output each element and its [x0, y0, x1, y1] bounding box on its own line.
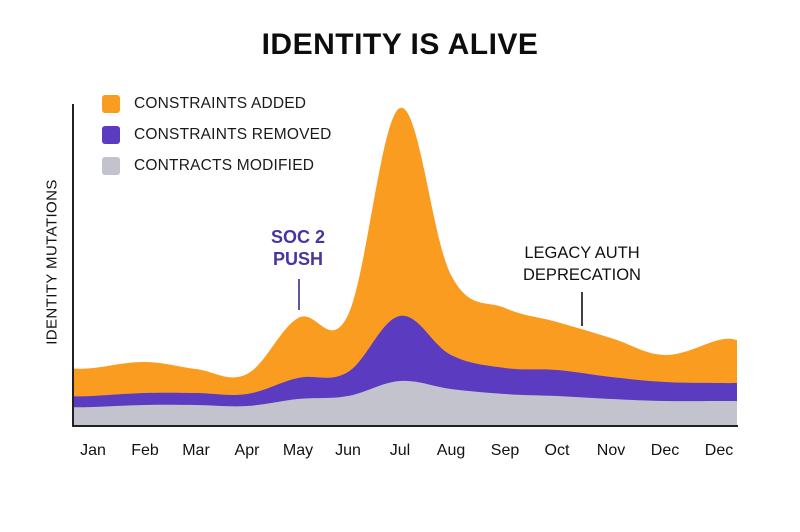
- chart-title: IDENTITY IS ALIVE: [261, 28, 539, 61]
- x-tick-label: Nov: [596, 442, 626, 459]
- x-tick-label: Apr: [234, 442, 260, 459]
- x-tick-label: Jan: [80, 442, 106, 459]
- x-tick-label: Jun: [335, 442, 361, 459]
- legend-item-constraints-removed: CONSTRAINTS REMOVED: [102, 119, 332, 150]
- x-tick-label: Oct: [544, 442, 570, 459]
- x-tick-label: Dec: [704, 442, 734, 459]
- annotation-legacy-auth-deprecation: LEGACY AUTH DEPRECATION: [523, 242, 641, 286]
- legend-swatch-purple: [102, 125, 120, 144]
- annotation-line: DEPRECATION: [523, 266, 641, 284]
- legend-swatch-orange: [102, 94, 120, 113]
- legend-label: CONSTRAINTS ADDED: [134, 94, 307, 112]
- x-tick-label: Mar: [182, 442, 210, 459]
- x-tick-label: Feb: [131, 442, 159, 459]
- legend-label: CONTRACTS MODIFIED: [134, 156, 315, 174]
- x-tick-label: Aug: [436, 442, 466, 459]
- annotation-soc2-push: SOC 2 PUSH: [271, 226, 325, 270]
- x-tick-label: May: [282, 442, 314, 459]
- area-constraints-added: [74, 107, 737, 426]
- legend: CONSTRAINTS ADDED CONSTRAINTS REMOVED CO…: [102, 88, 332, 181]
- annotation-line: LEGACY AUTH: [524, 244, 640, 262]
- area-contracts-modified: [74, 380, 737, 425]
- x-tick-label: Dec: [650, 442, 680, 459]
- x-tick-label: Sep: [490, 442, 520, 459]
- legend-label: CONSTRAINTS REMOVED: [134, 125, 332, 143]
- legend-item-constraints-added: CONSTRAINTS ADDED: [102, 88, 332, 119]
- annotation-line: SOC 2: [270, 227, 326, 247]
- x-tick-label: Jul: [389, 442, 411, 459]
- legend-item-contracts-modified: CONTRACTS MODIFIED: [102, 150, 332, 181]
- legend-swatch-grey: [102, 156, 120, 175]
- annotation-line: PUSH: [272, 249, 323, 269]
